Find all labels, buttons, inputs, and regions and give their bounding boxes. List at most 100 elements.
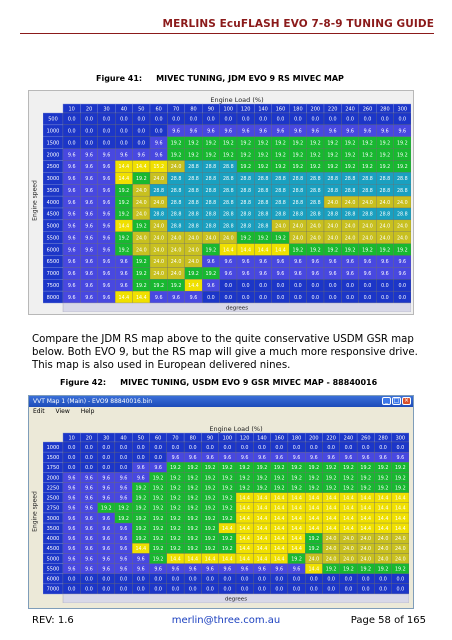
map-cell-value: 14.4 <box>222 526 233 532</box>
map-cell-value: 14.4 <box>188 283 199 289</box>
map-cell-value: 19.2 <box>275 164 286 170</box>
map-cell-value: 19.2 <box>206 140 217 146</box>
map-cell-value: 0.0 <box>364 283 372 289</box>
map-cell-value: 19.2 <box>171 140 182 146</box>
row-header-label: 2500 <box>47 496 60 502</box>
map-cell-value: 28.8 <box>327 176 338 182</box>
map-cell-value: 9.6 <box>103 259 111 265</box>
column-header-label: 10 <box>68 436 74 442</box>
row-axis-title: Engine speed <box>31 491 39 532</box>
map-cell-value: 0.0 <box>189 445 197 451</box>
map-cell-value: 14.4 <box>239 506 250 512</box>
map-cell-value: 24.0 <box>327 200 338 206</box>
column-header-label: 40 <box>121 107 127 113</box>
row-header-label: 1750 <box>47 465 60 471</box>
map-cell-value: 0.0 <box>224 587 232 593</box>
map-cell-value: 0.0 <box>329 283 337 289</box>
map-cell-value: 0.0 <box>364 117 372 123</box>
row-header-label: 500 <box>48 117 58 123</box>
row-header-label: 5000 <box>47 224 60 230</box>
map-cell-value: 0.0 <box>85 587 93 593</box>
map-cell-value: 0.0 <box>379 445 387 451</box>
map-cell-value: 14.4 <box>309 506 320 512</box>
map-cell-value: 19.2 <box>327 247 338 253</box>
map-cell-value: 19.2 <box>309 536 320 542</box>
row-header-label: 3500 <box>47 526 60 532</box>
map-cell-value: 28.8 <box>206 164 217 170</box>
map-cell-value: 19.2 <box>188 152 199 158</box>
map-cell-value: 9.6 <box>329 259 337 265</box>
minimize-icon[interactable]: _ <box>382 397 391 405</box>
map-cell-value: 19.2 <box>326 475 337 481</box>
map-cell-value: 28.8 <box>206 200 217 206</box>
map-cell-value: 9.6 <box>381 271 389 277</box>
map-cell-value: 9.6 <box>120 566 128 572</box>
column-header-label: 180 <box>292 436 302 442</box>
map-cell-value: 9.6 <box>103 295 111 301</box>
map-cell-value: 9.6 <box>68 295 76 301</box>
map-cell-value: 19.2 <box>119 212 130 218</box>
map-cell-value: 9.6 <box>85 271 93 277</box>
map-cell-value: 28.8 <box>258 188 269 194</box>
map-cell-value: 19.2 <box>310 247 321 253</box>
map-cell-value: 28.8 <box>223 188 234 194</box>
map-cell-value: 19.2 <box>240 235 251 241</box>
map-cell-value: 19.2 <box>309 475 320 481</box>
map-cell-value: 9.6 <box>68 536 76 542</box>
column-header-label: 20 <box>86 436 92 442</box>
map-cell-value: 14.4 <box>239 516 250 522</box>
map-cell-value: 0.0 <box>206 445 214 451</box>
footer-email-link[interactable]: merlin@three.com.au <box>171 615 281 626</box>
map-cell-value: 24.0 <box>171 259 182 265</box>
map-cell-value: 28.8 <box>275 200 286 206</box>
map-cell-value: 9.6 <box>68 485 76 491</box>
map-cell-value: 9.6 <box>381 259 389 265</box>
map-cell-value: 9.6 <box>85 526 93 532</box>
column-header-label: 180 <box>293 107 303 113</box>
map-cell-value: 19.2 <box>293 247 304 253</box>
map-cell-value: 28.8 <box>362 212 373 218</box>
map-cell-value: 28.8 <box>380 188 391 194</box>
menu-view[interactable]: View <box>55 408 70 415</box>
map-cell-value: 0.0 <box>68 455 76 461</box>
map-cell-value: 0.0 <box>275 587 283 593</box>
map-cell-value: 0.0 <box>102 445 110 451</box>
map-cell-value: 24.0 <box>397 224 408 230</box>
map-cell-value: 14.4 <box>239 496 250 502</box>
map-cell-value: 0.0 <box>397 577 405 583</box>
map-cell-value: 19.2 <box>187 465 198 471</box>
map-cell-value: 9.6 <box>381 129 389 135</box>
map-cell-value: 9.6 <box>102 536 110 542</box>
map-cell-value: 28.8 <box>293 200 304 206</box>
figure-41-caption: Figure 41: MIVEC TUNING, JDM EVO 9 RS MIV… <box>96 74 344 83</box>
map-cell-value: 9.6 <box>364 271 372 277</box>
map-cell-value: 28.8 <box>188 200 199 206</box>
maximize-icon[interactable]: □ <box>392 397 401 405</box>
row-header-label: 4000 <box>47 536 60 542</box>
window-titlebar[interactable]: VVT Map 1 (Main) - EVO9 88840016.bin _ □… <box>29 396 413 407</box>
map-cell-value: 9.6 <box>85 506 93 512</box>
map-cell-value: 9.6 <box>68 247 76 253</box>
map-cell-value: 19.2 <box>293 152 304 158</box>
close-icon[interactable]: × <box>402 397 411 405</box>
map-cell-value: 0.0 <box>85 465 93 471</box>
map-cell-value: 9.6 <box>68 212 76 218</box>
map-cell-value: 14.4 <box>170 556 181 562</box>
map-cell-value: 9.6 <box>120 546 128 552</box>
menu-edit[interactable]: Edit <box>33 408 45 415</box>
map-cell-value: 0.0 <box>327 445 335 451</box>
footer-page-number: Page 58 of 165 <box>350 615 426 626</box>
map-cell-value: 19.2 <box>170 496 181 502</box>
map-cell-value: 24.0 <box>153 235 164 241</box>
map-cell-value: 28.8 <box>223 212 234 218</box>
map-cell-value: 24.0 <box>395 546 406 552</box>
map-cell-value: 9.6 <box>85 485 93 491</box>
map-cell-value: 19.2 <box>360 475 371 481</box>
map-cell-value: 19.2 <box>170 465 181 471</box>
map-cell-value: 0.0 <box>120 465 128 471</box>
menu-help[interactable]: Help <box>80 408 95 415</box>
map-cell-value: 9.6 <box>398 129 406 135</box>
map-cell-value: 28.8 <box>188 176 199 182</box>
map-cell-value: 14.4 <box>309 526 320 532</box>
map-cell-value: 0.0 <box>103 117 111 123</box>
